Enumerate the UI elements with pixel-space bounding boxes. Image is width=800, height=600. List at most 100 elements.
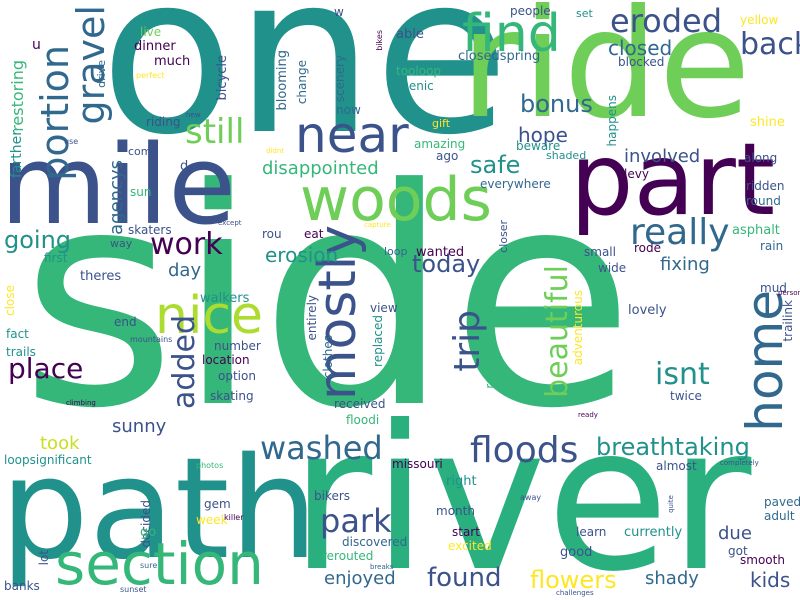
word-banks: banks <box>4 579 40 593</box>
word-good: good <box>560 545 593 560</box>
word-hope: hope <box>518 123 568 147</box>
word-currently: currently <box>624 525 683 540</box>
word-blocked: blocked <box>618 55 665 69</box>
word-today: today <box>412 250 481 278</box>
word-really: really <box>630 212 730 253</box>
word-everywhere: everywhere <box>480 177 551 191</box>
word-gift: gift <box>432 117 451 130</box>
word-round: round <box>746 194 781 208</box>
word-person: person <box>778 289 800 297</box>
word-enjoyed: enjoyed <box>324 568 396 589</box>
word-set: set <box>576 7 593 20</box>
word-scenic: scenic <box>396 79 434 93</box>
word-isnt: isnt <box>655 357 710 392</box>
word-sunny: sunny <box>112 416 167 437</box>
word-adventurous: adventurous <box>571 290 585 366</box>
word-nice: nice <box>155 286 263 346</box>
word-bonus: bonus <box>520 90 593 118</box>
word-rerouted: rerouted <box>322 549 374 563</box>
word-added: added <box>167 315 202 409</box>
word-bikes: bikes <box>375 30 384 51</box>
word-trip: trip <box>447 310 488 372</box>
word-discovered: discovered <box>342 535 408 549</box>
word-along: along <box>744 151 778 165</box>
word-way: way <box>110 237 133 250</box>
word-shady: shady <box>645 568 699 589</box>
word-wide: wide <box>598 261 627 275</box>
word-much: much <box>154 54 191 69</box>
word-excited: excited <box>448 539 492 553</box>
word-theres: theres <box>80 269 122 284</box>
word-number: number <box>214 339 261 353</box>
word-floods: floods <box>470 430 579 471</box>
word-recently: recently <box>483 340 497 389</box>
word-drive: drive <box>95 60 108 88</box>
word-quite: quite <box>667 495 675 513</box>
word-come: come <box>128 145 159 158</box>
word-start: start <box>452 525 480 539</box>
word-lovely: lovely <box>628 303 667 318</box>
word-first: first <box>44 251 68 265</box>
word-replaced: replaced <box>371 315 385 367</box>
word-create: create <box>62 385 101 399</box>
word-work: work <box>150 227 223 262</box>
word-skating: skating <box>210 389 254 403</box>
word-still: still <box>185 112 245 152</box>
word-amazing: amazing <box>414 137 466 151</box>
word-agencys: agencys <box>106 160 127 235</box>
word-found: found <box>427 563 502 593</box>
word-part: part <box>570 121 776 238</box>
word-day: day <box>168 260 202 281</box>
word-perfect: perfect <box>136 71 165 80</box>
word-now: now <box>336 103 361 117</box>
word-lot: lot <box>37 550 51 566</box>
word-week: week <box>196 513 228 527</box>
word-mountains: mountains <box>130 335 173 344</box>
word-tooloop: tooloop <box>396 64 442 78</box>
word-sunset: sunset <box>120 585 147 594</box>
word-bicycle: bicycle <box>215 55 230 101</box>
word-killer: killer <box>224 513 244 522</box>
word-erosion: erosion <box>265 243 339 267</box>
word-restoring: restoring <box>8 60 27 132</box>
word-month: month <box>436 504 475 518</box>
word-eroded: eroded <box>610 2 723 40</box>
word-yellow: yellow <box>740 13 779 27</box>
word-small: small <box>584 245 616 259</box>
word-able: able <box>396 27 424 42</box>
word-walkers: walkers <box>200 291 250 306</box>
word-adult: adult <box>764 509 795 523</box>
word-washed: washed <box>260 429 383 467</box>
word-happens: happens <box>605 95 619 147</box>
word-trails: trails <box>6 345 36 359</box>
word-levy: levy <box>624 167 649 181</box>
word-view: view <box>370 301 398 315</box>
word-got: got <box>728 544 748 558</box>
word-learn: learn <box>576 525 607 539</box>
word-sun: sun <box>130 185 152 199</box>
word-except: except <box>218 219 242 227</box>
word-away: away <box>520 493 542 502</box>
word-place: place <box>8 352 84 385</box>
word-kids: kids <box>750 568 791 592</box>
word-live: live <box>140 25 162 39</box>
word-involved: involved <box>624 146 701 167</box>
word-photos: photos <box>196 461 224 470</box>
word-safe: safe <box>470 151 521 179</box>
word-completely: completely <box>720 459 759 467</box>
word-shine: shine <box>750 115 785 130</box>
word-challenges: challenges <box>556 589 594 597</box>
word-go: go <box>140 525 157 540</box>
word-closedspring: closedspring <box>458 49 541 64</box>
word-new: new <box>186 111 201 119</box>
word-rain: rain <box>760 239 784 253</box>
word-beautiful: beautiful <box>540 265 575 398</box>
word-closed: closed <box>608 36 673 60</box>
word-shaded: shaded <box>546 149 587 162</box>
word-clothes: clothes <box>321 335 335 379</box>
word-capture: capture <box>364 221 391 229</box>
word-fixing: fixing <box>660 254 710 275</box>
word-park: park <box>320 502 392 540</box>
word-loop: loop <box>384 245 408 258</box>
